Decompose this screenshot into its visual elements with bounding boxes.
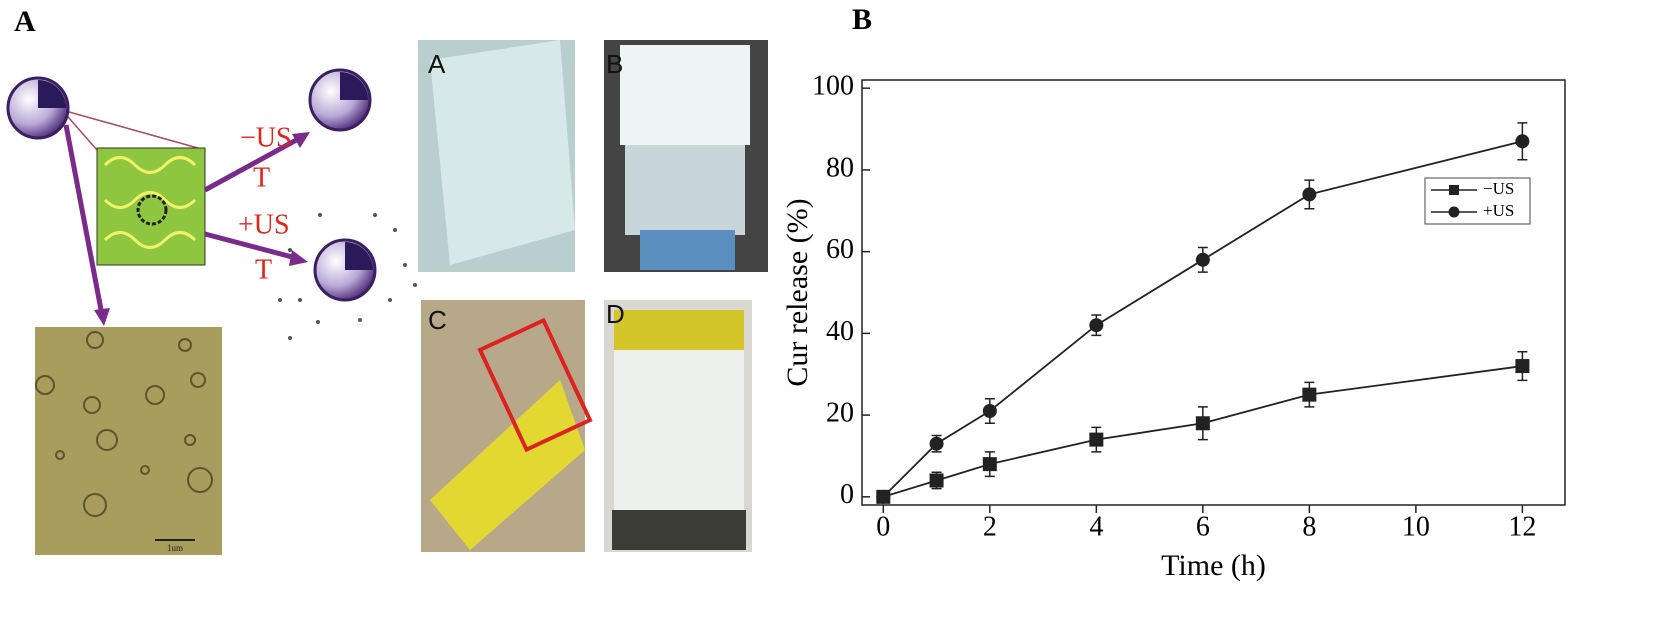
data-point xyxy=(1515,359,1530,374)
micrograph: 1um xyxy=(35,327,222,555)
plot-frame xyxy=(861,79,1566,506)
data-point xyxy=(1089,432,1104,447)
scale-bar-label: 1um xyxy=(167,543,183,553)
data-point xyxy=(1302,187,1317,202)
x-tick-label: 8 xyxy=(1302,511,1316,542)
data-point xyxy=(1089,318,1104,333)
schematic-label: −US xyxy=(240,122,292,153)
photo-label: B xyxy=(606,49,623,79)
y-axis-label: Cur release (%) xyxy=(781,198,814,386)
legend-label: −US xyxy=(1483,179,1514,198)
x-tick-label: 4 xyxy=(1089,511,1103,542)
data-point xyxy=(929,473,944,488)
schematic-label: T xyxy=(255,254,272,285)
panel-label: A xyxy=(14,5,36,38)
y-tick-label: 20 xyxy=(826,398,854,429)
legend-label: +US xyxy=(1483,201,1514,220)
data-point xyxy=(929,436,944,451)
x-tick-label: 6 xyxy=(1196,511,1210,542)
x-tick-label: 0 xyxy=(876,511,890,542)
schematic-label: T xyxy=(253,162,270,193)
y-tick-label: 80 xyxy=(826,152,854,183)
photo-label: C xyxy=(428,305,447,335)
schematic-label: +US xyxy=(238,209,290,240)
photo-label: D xyxy=(606,299,625,329)
data-point xyxy=(876,489,891,504)
panel-label: B xyxy=(852,3,872,36)
x-axis-label: Time (h) xyxy=(1161,549,1266,582)
y-tick-label: 0 xyxy=(840,479,854,510)
data-point xyxy=(982,404,997,419)
legend-marker xyxy=(1449,185,1459,195)
data-point xyxy=(1302,387,1317,402)
y-tick-label: 40 xyxy=(826,316,854,347)
data-point xyxy=(1195,252,1210,267)
chart: 0 20 40 60 80 100 0 2 4 6 8 10 12 Time (h) Cur release… xyxy=(781,71,1566,582)
schematic: −US T +US T xyxy=(6,68,417,340)
data-point xyxy=(982,457,997,472)
x-tick-label: 12 xyxy=(1508,511,1536,542)
x-tick-label: 2 xyxy=(983,511,997,542)
data-point xyxy=(1515,134,1530,149)
legend-box xyxy=(1424,177,1531,225)
y-tick-label: 100 xyxy=(812,71,854,102)
photo-label: A xyxy=(428,49,446,79)
y-tick-label: 60 xyxy=(826,234,854,265)
data-point xyxy=(1195,416,1210,431)
legend-marker xyxy=(1448,206,1460,218)
photos: A B C D xyxy=(418,40,768,552)
x-tick-label: 10 xyxy=(1402,511,1430,542)
